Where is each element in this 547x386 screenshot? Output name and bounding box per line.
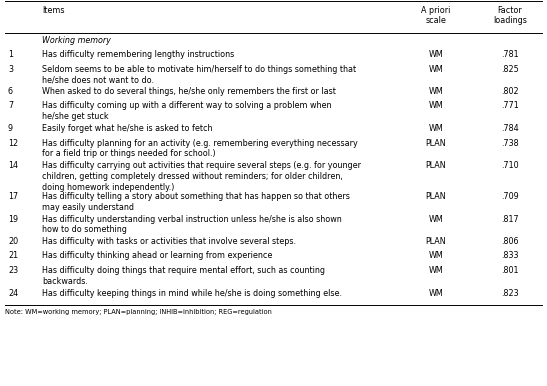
Text: .771: .771: [501, 102, 519, 110]
Text: .825: .825: [501, 64, 519, 73]
Text: .709: .709: [501, 192, 519, 201]
Text: .802: .802: [501, 87, 519, 96]
Text: WM: WM: [429, 50, 444, 59]
Text: 19: 19: [8, 215, 18, 223]
Text: Has difficulty telling a story about something that has happen so that others
ma: Has difficulty telling a story about som…: [42, 192, 350, 212]
Text: Note: WM=working memory; PLAN=planning; INHIB=inhibition; REG=regulation: Note: WM=working memory; PLAN=planning; …: [5, 309, 272, 315]
Text: Easily forget what he/she is asked to fetch: Easily forget what he/she is asked to fe…: [42, 124, 212, 133]
Text: Has difficulty remembering lengthy instructions: Has difficulty remembering lengthy instr…: [42, 50, 234, 59]
Text: Has difficulty thinking ahead or learning from experience: Has difficulty thinking ahead or learnin…: [42, 252, 272, 261]
Text: WM: WM: [429, 64, 444, 73]
Text: 1: 1: [8, 50, 13, 59]
Text: Seldom seems to be able to motivate him/herself to do things something that
he/s: Seldom seems to be able to motivate him/…: [42, 64, 356, 84]
Text: 3: 3: [8, 64, 13, 73]
Text: 24: 24: [8, 288, 18, 298]
Text: 9: 9: [8, 124, 13, 133]
Text: PLAN: PLAN: [426, 192, 446, 201]
Text: PLAN: PLAN: [426, 161, 446, 170]
Text: 23: 23: [8, 266, 18, 275]
Text: Has difficulty doing things that require mental effort, such as counting
backwar: Has difficulty doing things that require…: [42, 266, 325, 286]
Text: .781: .781: [501, 50, 519, 59]
Text: Has difficulty coming up with a different way to solving a problem when
he/she g: Has difficulty coming up with a differen…: [42, 102, 331, 121]
Text: .784: .784: [501, 124, 519, 133]
Text: Working memory: Working memory: [42, 36, 111, 45]
Text: .833: .833: [501, 252, 519, 261]
Text: .710: .710: [501, 161, 519, 170]
Text: WM: WM: [429, 124, 444, 133]
Text: When asked to do several things, he/she only remembers the first or last: When asked to do several things, he/she …: [42, 87, 336, 96]
Text: WM: WM: [429, 266, 444, 275]
Text: Items: Items: [42, 6, 65, 15]
Text: .817: .817: [501, 215, 519, 223]
Text: 14: 14: [8, 161, 18, 170]
Text: 12: 12: [8, 139, 18, 147]
Text: .823: .823: [501, 288, 519, 298]
Text: A priori
scale: A priori scale: [421, 6, 451, 25]
Text: 17: 17: [8, 192, 18, 201]
Text: Factor
loadings: Factor loadings: [493, 6, 527, 25]
Text: Has difficulty keeping things in mind while he/she is doing something else.: Has difficulty keeping things in mind wh…: [42, 288, 342, 298]
Text: WM: WM: [429, 252, 444, 261]
Text: .738: .738: [501, 139, 519, 147]
Text: WM: WM: [429, 87, 444, 96]
Text: PLAN: PLAN: [426, 237, 446, 246]
Text: .806: .806: [501, 237, 519, 246]
Text: PLAN: PLAN: [426, 139, 446, 147]
Text: .801: .801: [501, 266, 519, 275]
Text: 21: 21: [8, 252, 18, 261]
Text: 6: 6: [8, 87, 13, 96]
Text: WM: WM: [429, 288, 444, 298]
Text: Has difficulty carrying out activities that require several steps (e.g. for youn: Has difficulty carrying out activities t…: [42, 161, 361, 191]
Text: Has difficulty understanding verbal instruction unless he/she is also shown
how : Has difficulty understanding verbal inst…: [42, 215, 342, 234]
Text: Has difficulty planning for an activity (e.g. remembering everything necessary
f: Has difficulty planning for an activity …: [42, 139, 358, 158]
Text: 20: 20: [8, 237, 18, 246]
Text: WM: WM: [429, 215, 444, 223]
Text: 7: 7: [8, 102, 13, 110]
Text: WM: WM: [429, 102, 444, 110]
Text: Has difficulty with tasks or activities that involve several steps.: Has difficulty with tasks or activities …: [42, 237, 296, 246]
